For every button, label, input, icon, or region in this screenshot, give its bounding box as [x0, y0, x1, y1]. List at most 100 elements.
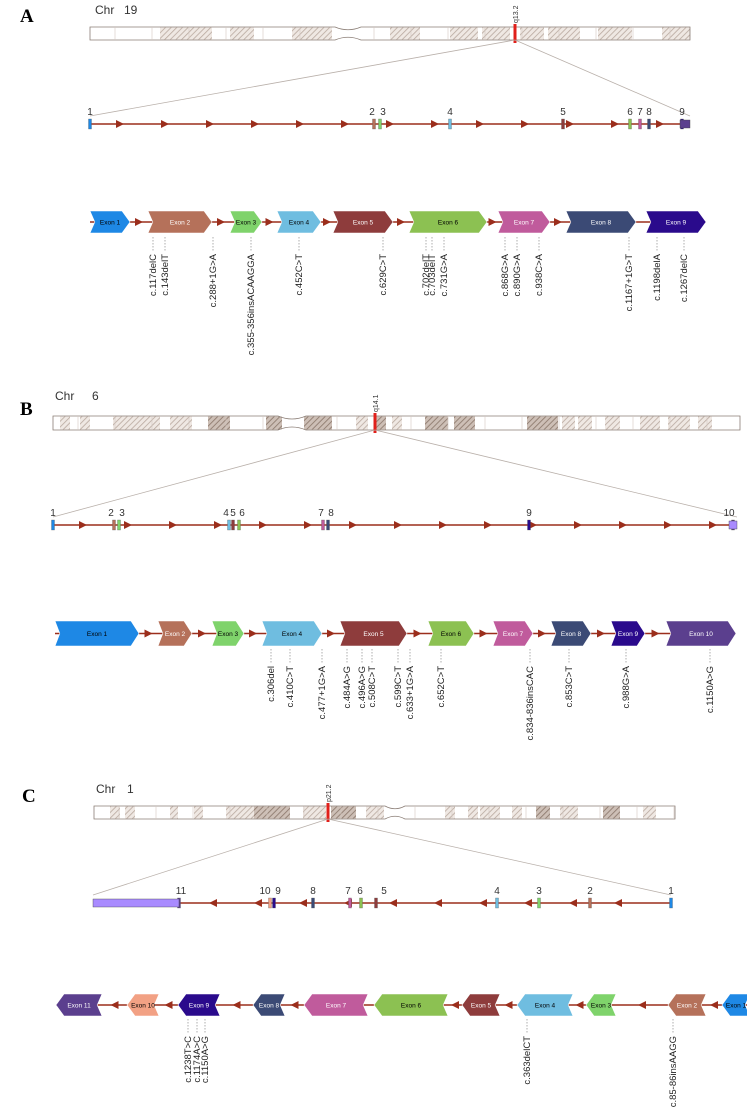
mutation-label: c.703delT — [427, 254, 438, 296]
locus-band-label: q13.2 — [513, 5, 520, 23]
exon-connector-arrow — [249, 629, 257, 638]
exon-number: 6 — [357, 886, 363, 897]
direction-arrowhead — [394, 521, 402, 529]
exon-number: 6 — [239, 508, 245, 519]
exon-connector-arrow — [323, 218, 331, 226]
chromosome-band — [376, 416, 386, 430]
exon-number: 10 — [723, 508, 735, 519]
exon-number: 4 — [447, 107, 453, 118]
exon-tick — [117, 519, 121, 531]
mutation-label: c.85-86insAAGG — [668, 1036, 679, 1107]
mutation-label: c.988G>A — [621, 665, 632, 708]
chromosome-band — [226, 806, 254, 819]
exon-connector-arrow — [479, 629, 488, 638]
mutation-label: c.938C>A — [534, 253, 545, 296]
exon-shape — [585, 993, 617, 1017]
exon-label: Exon 7 — [326, 1002, 347, 1009]
chromosome-band — [230, 27, 254, 40]
mutation-list: c.306del c.410C>T c.477+1G>A c.484A>G c.496A… — [266, 649, 716, 740]
panel-label: B — [20, 399, 33, 420]
direction-arrowhead — [116, 120, 124, 128]
chromosome-band — [266, 416, 282, 430]
exon-label: Exon 8 — [259, 1002, 280, 1009]
exon-number: 1 — [50, 508, 56, 519]
exon-tick — [448, 118, 452, 130]
exon-label: Exon 11 — [67, 1002, 91, 1009]
mutation-label: c.853C>T — [564, 666, 575, 708]
exon-label: Exon 3 — [591, 1002, 612, 1009]
chromosome-band — [170, 416, 192, 430]
chromosome-band — [60, 416, 70, 430]
exon-tick — [588, 897, 592, 909]
exon-number: 4 — [223, 508, 229, 519]
exon-tick — [628, 118, 632, 130]
exon-shape — [54, 620, 140, 647]
mutation-label: c.355-356insACAAGGA — [246, 253, 257, 355]
chromosome-band — [445, 806, 455, 819]
direction-arrowhead — [209, 899, 217, 907]
exon-connector-arrow — [651, 629, 660, 638]
exon-connector-arrow — [413, 629, 422, 638]
chromosome-band — [640, 416, 660, 430]
direction-arrowhead — [479, 899, 487, 907]
chromosome-band — [578, 416, 592, 430]
exon-tick — [231, 519, 235, 531]
direction-arrowhead — [484, 521, 492, 529]
direction-arrowhead — [431, 120, 439, 128]
exon-number: 10 — [259, 886, 271, 897]
exon-shape — [667, 993, 707, 1017]
exon-shape — [565, 210, 637, 234]
locus-band-label: q14.1 — [373, 394, 380, 412]
chromosome-ideogram: q13.2 — [89, 5, 691, 117]
chromosome-band — [454, 416, 475, 430]
exon-shape — [550, 620, 592, 647]
exon-connector-arrow — [327, 629, 335, 638]
chromosome-number: 19 — [124, 3, 138, 17]
exon-label: Exon 9 — [189, 1002, 210, 1009]
exon-number: 5 — [230, 508, 236, 519]
exon-tick — [321, 519, 325, 531]
exon-number: 7 — [345, 886, 351, 897]
direction-arrowhead — [664, 521, 672, 529]
mutation-label: c.629C>T — [378, 254, 389, 296]
exon-label: Exon 9 — [666, 219, 687, 226]
exon-connector-arrow — [638, 1001, 646, 1009]
exon-connector-arrow — [232, 1001, 241, 1009]
mutation-label: c.477+1G>A — [317, 665, 328, 719]
exon-tick — [326, 519, 330, 531]
exon-label: Exon 8 — [591, 219, 612, 226]
exon-tick — [88, 118, 92, 130]
exon-connector-arrow — [451, 1001, 459, 1009]
exon-number: 2 — [108, 508, 114, 519]
chromosome-band — [512, 806, 522, 819]
mutation-label: c.410C>T — [285, 666, 296, 708]
direction-arrowhead — [529, 521, 537, 529]
chromosome-band — [170, 806, 178, 819]
direction-arrowhead — [439, 521, 447, 529]
exon-tick — [268, 897, 272, 909]
chromosome-outline — [89, 26, 691, 41]
mutation-label: c.868G>A — [500, 253, 511, 296]
exon-label: Exon 6 — [441, 631, 462, 638]
mutation-label: c.484A>G — [342, 666, 353, 709]
locus-band-label: p21.2 — [326, 784, 333, 802]
direction-arrowhead — [566, 120, 574, 128]
exon-row: Exon 1 Exon 2 Exon 3 Exon 4 Exon 5 Exon 6 Exon… — [54, 620, 737, 647]
direction-arrowhead — [349, 521, 357, 529]
exon-shape — [177, 993, 221, 1017]
exon-tick — [359, 897, 363, 909]
chromosome-outline — [52, 415, 741, 431]
chromosome-band — [356, 416, 368, 430]
chromosome-band — [562, 416, 575, 430]
exon-number: 5 — [560, 107, 566, 118]
chromosome-band — [160, 27, 212, 40]
gene-model: 1 2 3 4 5 6 7 8 9 10 — [50, 508, 738, 531]
direction-arrowhead — [161, 120, 169, 128]
chromosome-band — [482, 27, 510, 40]
direction-arrowhead — [259, 521, 267, 529]
chromosome-number: 6 — [92, 389, 99, 403]
zoom-connector-left — [52, 429, 376, 518]
exon-number: 3 — [536, 886, 542, 897]
exon-label: Exon 7 — [514, 219, 535, 226]
